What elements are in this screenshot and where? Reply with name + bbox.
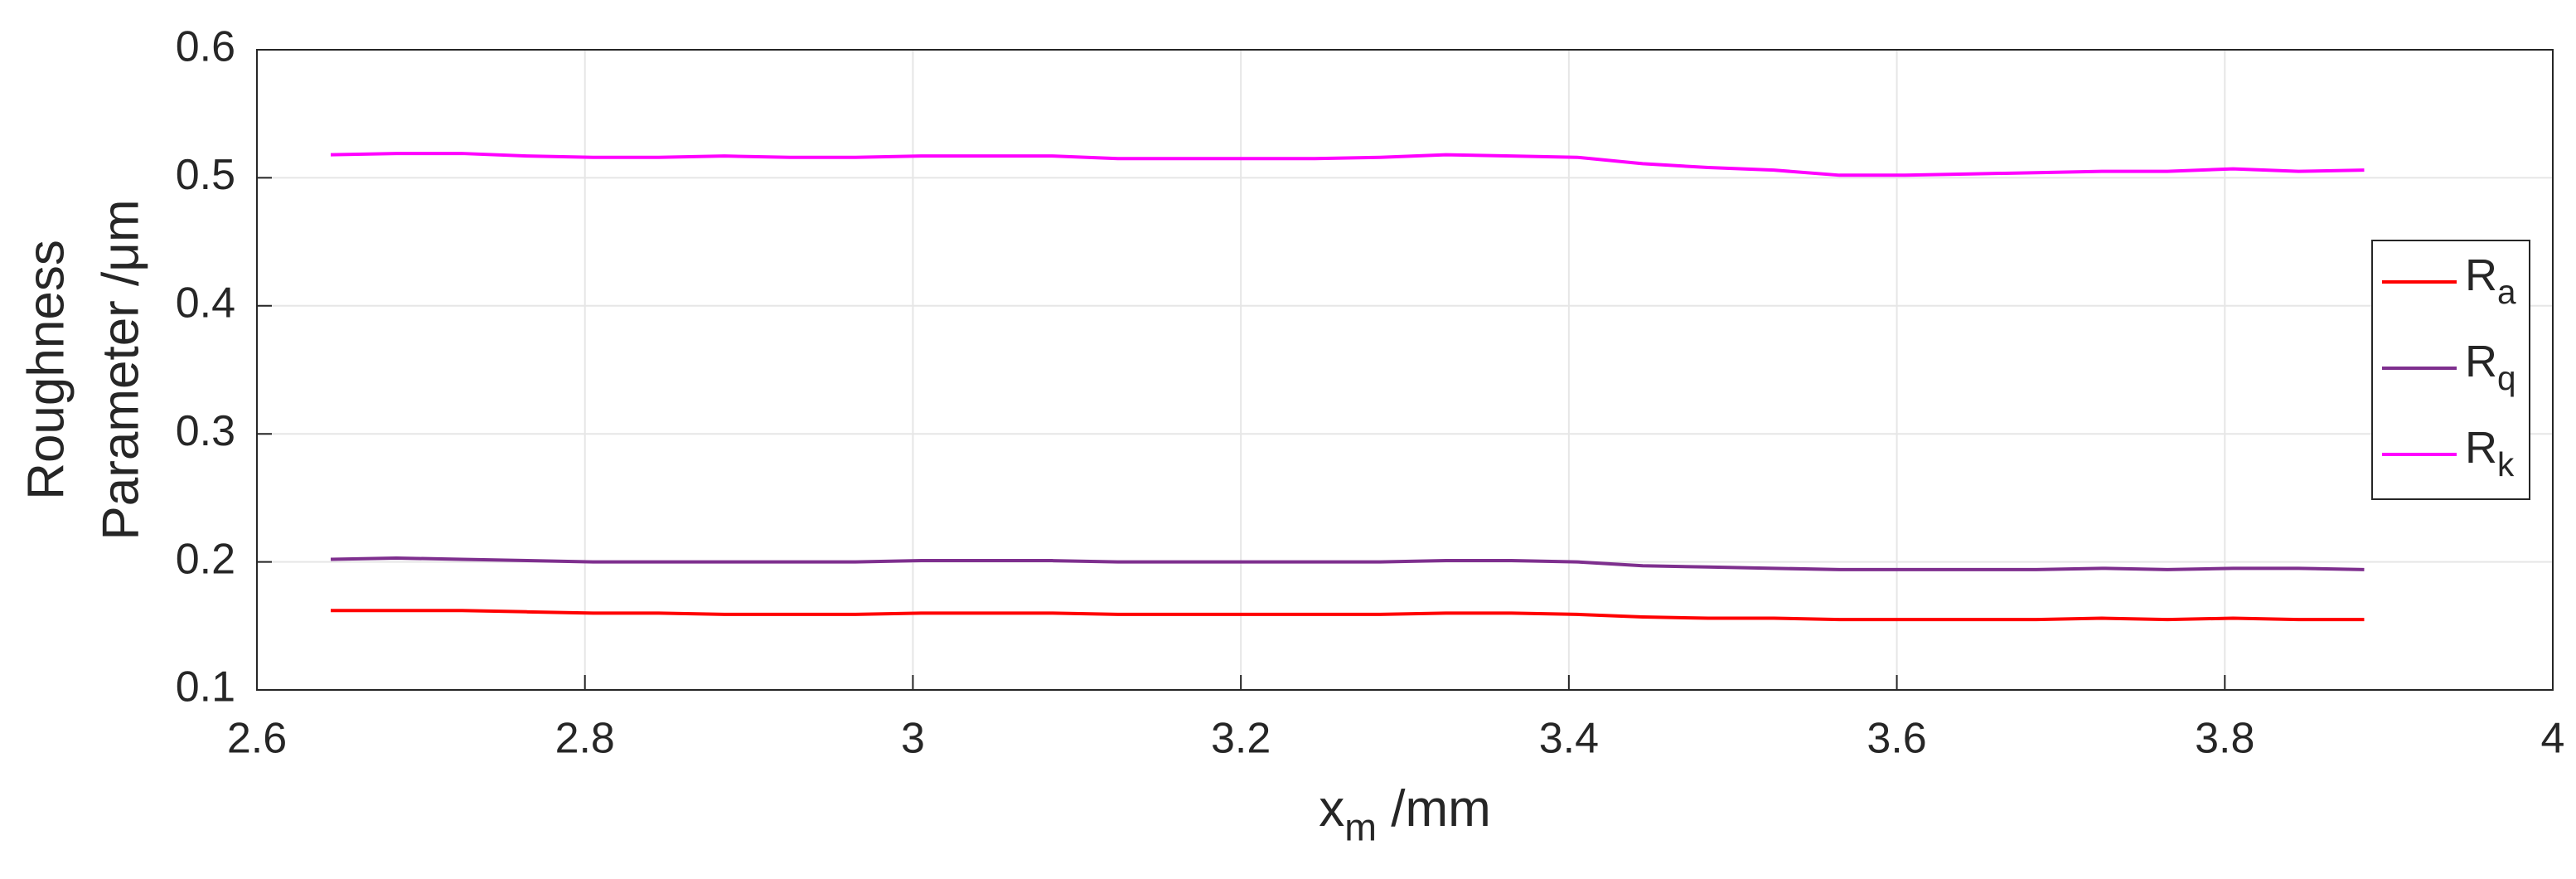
axes-box [256,49,2554,691]
y-tick-label: 0.3 [176,407,235,455]
x-tick-label: 3.6 [1867,715,1926,763]
legend-label: Rq [2465,337,2516,396]
data-line [330,152,2365,177]
y-tick-label: 0.4 [176,279,235,328]
x-tick-label: 2.6 [227,715,287,763]
y-axis-label: Roughness [17,240,75,500]
y-tick-label: 0.1 [176,663,235,711]
x-axis-label: xm /mm [1319,780,1491,849]
y-axis-label: Parameter /μm [92,199,149,540]
x-tick-label: 3.2 [1211,715,1271,763]
data-line [331,609,2365,622]
legend-label: Ra [2465,250,2516,310]
x-tick-label: 3.8 [2195,715,2254,763]
x-tick-label: 3.4 [1539,715,1599,763]
x-tick-label: 3 [901,715,925,763]
legend-label: Rk [2465,423,2515,483]
data-line [330,556,2365,571]
x-tick-label: 2.8 [555,715,615,763]
y-tick-label: 0.2 [176,535,235,583]
y-tick-label: 0.5 [176,151,235,199]
x-tick-label: 4 [2541,715,2565,763]
y-tick-label: 0.6 [176,23,235,71]
